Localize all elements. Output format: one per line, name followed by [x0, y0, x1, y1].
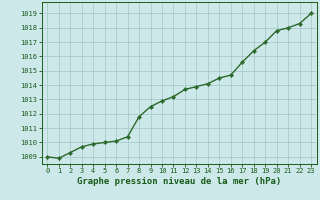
X-axis label: Graphe pression niveau de la mer (hPa): Graphe pression niveau de la mer (hPa) [77, 177, 281, 186]
